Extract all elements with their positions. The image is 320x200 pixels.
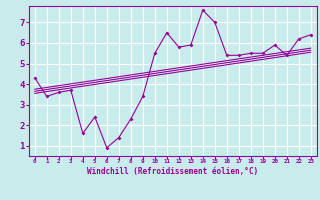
X-axis label: Windchill (Refroidissement éolien,°C): Windchill (Refroidissement éolien,°C) — [87, 167, 258, 176]
